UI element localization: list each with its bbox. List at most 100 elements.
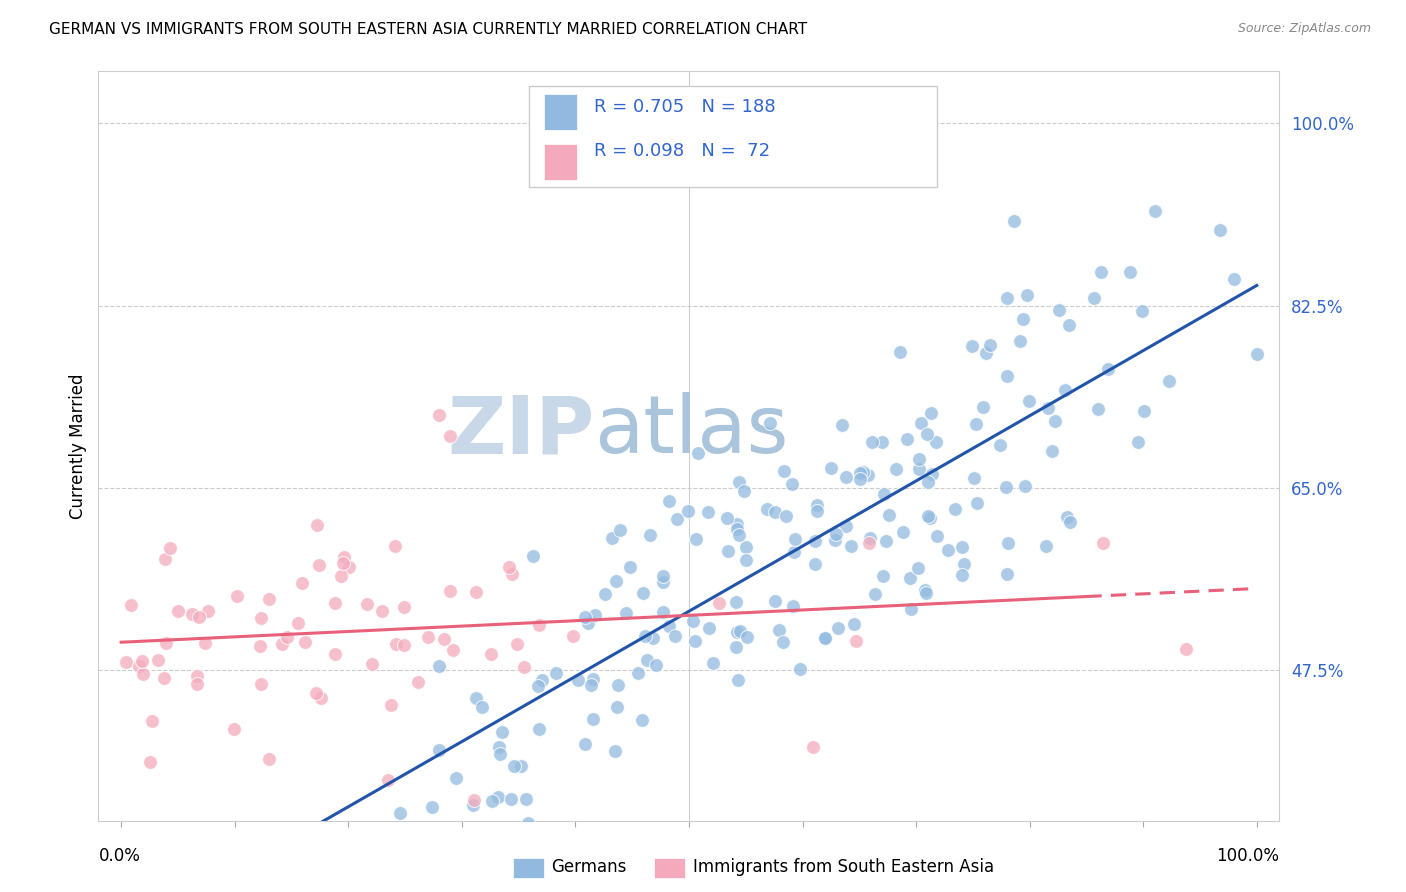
Point bbox=[517, 816, 540, 830]
Point bbox=[488, 739, 510, 754]
Point bbox=[870, 434, 893, 449]
Point bbox=[579, 678, 602, 692]
Point bbox=[249, 640, 271, 654]
Point bbox=[197, 604, 219, 618]
Point bbox=[915, 426, 938, 441]
Point bbox=[1059, 516, 1081, 530]
Point bbox=[167, 604, 190, 618]
Point bbox=[835, 470, 858, 484]
Point bbox=[1017, 288, 1039, 302]
Point bbox=[574, 610, 596, 624]
Point bbox=[155, 636, 177, 650]
Point bbox=[652, 574, 675, 589]
Point bbox=[1053, 383, 1076, 397]
Point bbox=[972, 400, 994, 414]
Point bbox=[439, 428, 461, 442]
Point bbox=[506, 637, 529, 651]
Point bbox=[702, 656, 724, 670]
Point bbox=[872, 568, 894, 582]
Point bbox=[463, 793, 485, 807]
Point bbox=[1144, 204, 1167, 219]
Point bbox=[728, 624, 751, 638]
Point bbox=[446, 771, 468, 785]
Point bbox=[772, 634, 794, 648]
Point bbox=[709, 596, 731, 610]
Text: GERMAN VS IMMIGRANTS FROM SOUTH EASTERN ASIA CURRENTLY MARRIED CORRELATION CHART: GERMAN VS IMMIGRANTS FROM SOUTH EASTERN … bbox=[49, 22, 807, 37]
Point bbox=[1246, 347, 1268, 361]
Point bbox=[361, 657, 384, 672]
Point bbox=[908, 461, 931, 475]
Point bbox=[491, 725, 513, 739]
Text: Immigrants from South Eastern Asia: Immigrants from South Eastern Asia bbox=[693, 858, 994, 876]
Point bbox=[159, 541, 181, 556]
Point bbox=[503, 758, 526, 772]
Point bbox=[631, 713, 654, 727]
Point bbox=[914, 586, 936, 600]
Point bbox=[995, 369, 1018, 384]
Point bbox=[907, 561, 929, 575]
Point bbox=[755, 502, 778, 516]
Point bbox=[759, 416, 782, 430]
Point bbox=[605, 574, 627, 589]
Y-axis label: Currently Married: Currently Married bbox=[69, 373, 87, 519]
Point bbox=[884, 461, 907, 475]
Point bbox=[782, 545, 804, 559]
Point bbox=[1045, 414, 1067, 428]
Point bbox=[858, 467, 880, 482]
Point bbox=[333, 549, 356, 564]
Bar bbox=[544, 144, 576, 180]
Point bbox=[889, 345, 911, 359]
Point bbox=[501, 792, 523, 806]
Point bbox=[631, 586, 654, 600]
Point bbox=[925, 529, 948, 543]
Point bbox=[917, 509, 939, 524]
Point bbox=[686, 446, 709, 460]
Point bbox=[1223, 272, 1246, 286]
Point bbox=[979, 338, 1001, 352]
Point bbox=[725, 640, 748, 655]
Point bbox=[291, 575, 314, 590]
Point bbox=[433, 632, 456, 646]
Point bbox=[717, 544, 740, 558]
Point bbox=[768, 623, 790, 637]
Bar bbox=[544, 94, 576, 130]
Point bbox=[827, 622, 849, 636]
Point bbox=[727, 522, 749, 536]
Point bbox=[257, 591, 280, 606]
Point bbox=[153, 671, 176, 685]
Point bbox=[858, 536, 880, 550]
Point bbox=[685, 532, 707, 546]
Point bbox=[652, 568, 675, 582]
Point bbox=[974, 346, 997, 360]
Point bbox=[875, 534, 897, 549]
Point bbox=[486, 790, 509, 805]
Point bbox=[501, 567, 523, 582]
Point bbox=[727, 673, 749, 688]
Point bbox=[995, 291, 1018, 305]
Point bbox=[1059, 318, 1081, 333]
Point bbox=[634, 629, 657, 643]
Point bbox=[734, 553, 756, 567]
Point bbox=[780, 477, 803, 491]
Point bbox=[531, 673, 554, 688]
Point bbox=[619, 559, 641, 574]
Point bbox=[498, 560, 520, 574]
Point bbox=[848, 467, 870, 481]
Point bbox=[641, 631, 664, 645]
Point bbox=[527, 618, 550, 632]
Point bbox=[950, 540, 973, 554]
Point bbox=[824, 526, 846, 541]
Point bbox=[1014, 479, 1036, 493]
Point bbox=[180, 607, 202, 622]
Point bbox=[441, 643, 464, 657]
Point bbox=[918, 511, 941, 525]
Point bbox=[583, 608, 606, 623]
Point bbox=[950, 568, 973, 582]
Point bbox=[644, 658, 666, 673]
Point bbox=[1133, 404, 1156, 418]
Point bbox=[250, 611, 273, 625]
Point bbox=[845, 633, 868, 648]
Point bbox=[860, 435, 883, 450]
Text: ZIP: ZIP bbox=[447, 392, 595, 470]
Point bbox=[697, 621, 720, 635]
